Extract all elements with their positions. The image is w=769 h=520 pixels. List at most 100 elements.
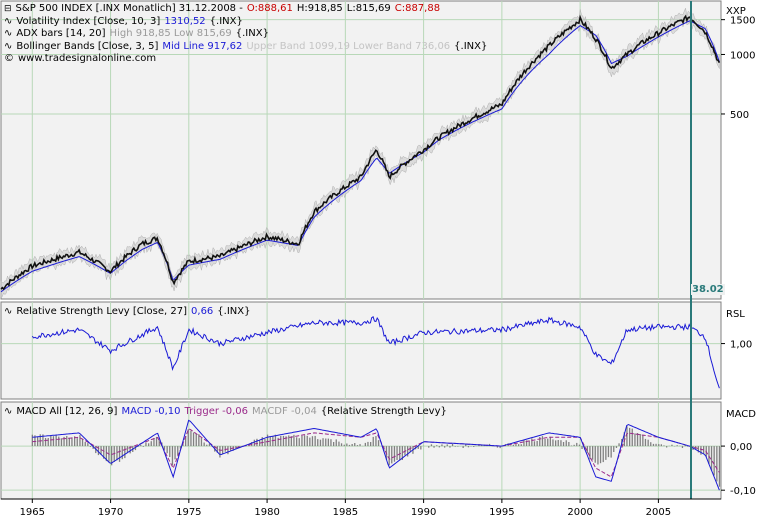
macd-histogram-bar	[219, 446, 221, 458]
macd-histogram-bar	[364, 442, 366, 447]
bollinger-label: Bollinger Bands [Close, 3, 5]	[16, 40, 159, 52]
rsl-panel	[0, 301, 722, 400]
indicator-volatility[interactable]: ∿ Volatility Index [Close, 10, 3] 1310,5…	[4, 16, 487, 29]
macd-legend: ∿ MACD All [12, 26, 9] MACD -0,10 Trigge…	[4, 406, 447, 419]
macd-histogram-bar	[76, 438, 78, 447]
macd-histogram-bar	[50, 435, 52, 447]
x-tick-label: 1965	[20, 507, 45, 518]
macd-histogram-bar	[370, 442, 372, 447]
macd-histogram-bar	[454, 446, 456, 447]
macd-histogram-bar	[465, 444, 467, 447]
macd-histogram-bar	[192, 432, 195, 447]
macd-histogram-bar	[713, 446, 715, 476]
macd-histogram-bar	[393, 446, 396, 462]
bollinger-suffix: {.INX}	[454, 40, 488, 52]
x-tick-label: 1985	[333, 507, 358, 518]
macd-histogram-bar	[663, 445, 665, 447]
macd-histogram-bar	[333, 442, 335, 447]
macd-histogram-bar	[34, 435, 36, 446]
macd-histogram-bar	[594, 446, 596, 463]
macd-histogram-bar	[613, 446, 615, 452]
macd-histogram-bar	[602, 446, 604, 463]
macd-histogram-bar	[404, 446, 406, 456]
macd-histogram-bar	[42, 434, 44, 447]
macd-histogram-bar	[105, 446, 107, 462]
price-axis-title: XXP	[726, 6, 746, 17]
series-close	[0, 14, 721, 291]
indicator-rsl[interactable]: ∿ Relative Strength Levy [Close, 27] 0,6…	[4, 306, 250, 319]
macd-histogram-bar	[272, 436, 274, 447]
macd-histogram-bar	[562, 442, 565, 447]
macd-axis-title: MACD	[726, 409, 756, 420]
macd-histogram-bar	[158, 440, 160, 447]
macd-histogram-bar	[396, 446, 398, 460]
macd-histogram-bar	[256, 438, 258, 447]
macd-histogram-bar	[111, 446, 113, 466]
macd-histogram-bar	[629, 427, 631, 447]
price-legend: ⊟ S&P 500 INDEX [.INX Monatlich] 31.12.2…	[4, 3, 487, 66]
macd-histogram-bar	[121, 446, 123, 460]
macd-histogram-bar	[631, 428, 633, 447]
collapse-icon[interactable]: ⊟	[4, 4, 12, 14]
macd-histogram-bar	[615, 446, 618, 448]
macd-histogram-bar	[55, 435, 57, 447]
macd-histogram-bar	[37, 436, 39, 447]
macd-histogram-bar	[58, 436, 60, 447]
volatility-value: 1310,52	[164, 15, 206, 27]
macd-histogram-bar	[338, 441, 340, 447]
macd-histogram-bar	[407, 446, 409, 457]
macd-histogram-bar	[68, 438, 70, 447]
trigger-value: Trigger -0,06	[184, 406, 249, 417]
indicator-bollinger[interactable]: ∿ Bollinger Bands [Close, 3, 5] Mid Line…	[4, 41, 487, 54]
macd-histogram-bar	[528, 440, 530, 446]
macd-histogram-bar	[623, 432, 625, 447]
macd-histogram-bar	[66, 436, 68, 447]
macd-histogram-bar	[523, 440, 525, 447]
macd-histogram-bar	[565, 440, 567, 447]
rsl-tick-label: 1,00	[730, 340, 752, 351]
indicator-wave-icon: ∿	[4, 28, 13, 39]
macd-histogram-bar	[700, 446, 702, 455]
macd-histogram-bar	[103, 446, 105, 459]
macd-histogram-bar	[166, 446, 168, 454]
macd-histogram-bar	[533, 441, 536, 447]
macd-histogram-bar	[39, 434, 41, 447]
volatility-suffix: {.INX}	[209, 15, 243, 27]
macd-histogram-bar	[116, 446, 118, 461]
price-tick-label: 1500	[730, 16, 755, 27]
macd-histogram-bar	[169, 446, 171, 457]
indicator-adx[interactable]: ∿ ADX bars [14, 20] High 918,85 Low 815,…	[4, 28, 487, 41]
bollinger-band-area	[0, 7, 720, 298]
macd-histogram-bar	[227, 446, 229, 455]
macd-histogram-bar	[391, 446, 393, 464]
macd-histogram-bar	[298, 438, 300, 446]
macd-histogram-bar	[544, 439, 546, 447]
macd-histogram-bar	[314, 435, 316, 447]
macd-histogram-bar	[525, 440, 528, 446]
macd-histogram-bar	[451, 444, 454, 447]
macd-histogram-bar	[237, 446, 240, 447]
indicator-wave-icon: ∿	[4, 40, 13, 52]
macd-value: MACD -0,10	[121, 406, 181, 417]
cursor-value-label: 38.02	[691, 284, 725, 295]
bollinger-mid: Mid Line 917,62	[162, 40, 243, 52]
macd-histogram-bar	[462, 446, 464, 448]
macd-histogram-bar	[216, 446, 218, 453]
macd-histogram-bar	[303, 435, 306, 447]
macd-histogram-bar	[718, 446, 721, 487]
macdf-value: MACDF -0,04	[252, 406, 317, 417]
macd-histogram-bar	[549, 436, 551, 447]
macd-histogram-bar	[650, 442, 652, 447]
macd-histogram-bar	[581, 446, 583, 449]
macd-histogram-bar	[573, 444, 575, 446]
macd-histogram-bar	[557, 440, 559, 447]
macd-histogram-bar	[634, 433, 636, 446]
indicator-macd[interactable]: ∿ MACD All [12, 26, 9] MACD -0,10 Trigge…	[4, 406, 447, 419]
macd-histogram-bar	[599, 446, 602, 464]
macd-histogram-bar	[52, 436, 55, 447]
macd-histogram-bar	[224, 446, 226, 452]
macd-histogram-bar	[687, 446, 689, 447]
macd-histogram-bar	[185, 436, 187, 447]
macd-histogram-bar	[346, 443, 348, 447]
